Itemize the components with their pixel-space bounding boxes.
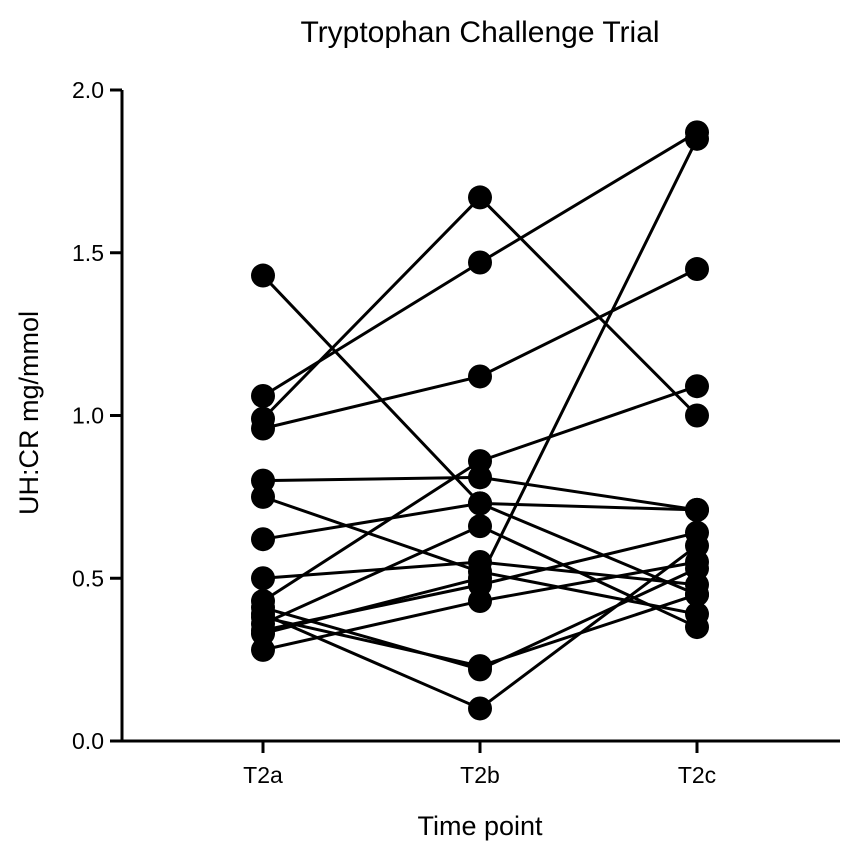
y-tick-label: 1.5 xyxy=(72,240,104,266)
data-point xyxy=(685,257,709,282)
data-point xyxy=(685,615,709,640)
data-point xyxy=(251,383,275,408)
data-point xyxy=(685,520,709,545)
chart-title: Tryptophan Challenge Trial xyxy=(300,16,659,49)
data-point xyxy=(251,566,275,591)
data-point xyxy=(468,364,492,389)
x-axis-label: Time point xyxy=(417,811,543,841)
series-line xyxy=(261,274,698,596)
data-point xyxy=(685,549,709,574)
data-point xyxy=(468,250,492,275)
data-point xyxy=(468,589,492,614)
data-point xyxy=(251,263,275,288)
y-tick-label: 1.0 xyxy=(72,403,104,429)
data-point xyxy=(251,605,275,630)
data-point xyxy=(251,416,275,441)
x-ticks: T2a T2b T2c xyxy=(243,741,716,788)
x-tick-label: T2b xyxy=(460,762,500,788)
data-point xyxy=(251,527,275,552)
x-tick-label: T2a xyxy=(243,762,283,788)
data-point xyxy=(468,514,492,539)
data-point xyxy=(251,484,275,509)
data-point xyxy=(468,696,492,721)
data-point xyxy=(685,582,709,607)
x-tick-label: T2c xyxy=(678,762,716,788)
y-tick-label: 2.0 xyxy=(72,77,104,103)
data-point xyxy=(468,491,492,516)
series-lines xyxy=(261,131,699,711)
data-point xyxy=(685,126,709,151)
y-tick-label: 0.0 xyxy=(72,728,104,754)
data-point xyxy=(468,449,492,474)
data-point xyxy=(468,654,492,679)
y-axis-label: UH:CR mg/mmol xyxy=(14,311,44,515)
data-point xyxy=(685,374,709,399)
data-point xyxy=(685,497,709,522)
data-point xyxy=(468,566,492,591)
series-points xyxy=(251,120,709,721)
data-point xyxy=(468,185,492,210)
y-tick-label: 0.5 xyxy=(72,565,104,591)
data-point xyxy=(685,403,709,428)
y-ticks: 0.0 0.5 1.0 1.5 2.0 xyxy=(72,77,122,754)
